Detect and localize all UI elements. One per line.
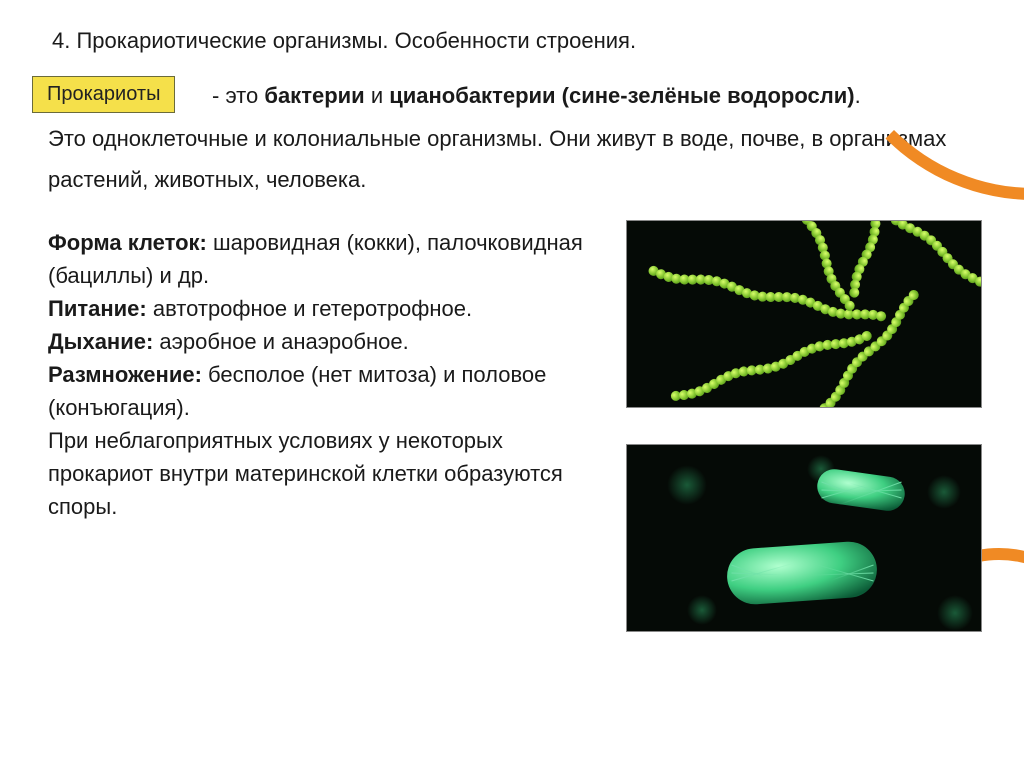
intro-prefix: - это [212,83,264,108]
image-column [626,220,982,632]
image-cyanobacteria [626,220,982,408]
respiration-text: аэробное и анаэробное. [153,329,408,354]
nutrition-label: Питание: [48,296,147,321]
reproduction-line: Размножение: бесполое (нет митоза) и пол… [48,358,608,424]
respiration-label: Дыхание: [48,329,153,354]
spores-line: При неблагоприятных условиях у некоторых… [48,424,608,523]
respiration-line: Дыхание: аэробное и анаэробное. [48,325,608,358]
intro-term-bacteria: бактерии [264,83,364,108]
cell-shape-line: Форма клеток: шаровидная (кокки), палочк… [48,226,608,292]
intro-term-cyanobacteria: цианобактерии (сине-зелёные водоросли) [389,83,854,108]
intro-line-2: Это одноклеточные и колониальные организ… [48,119,1008,200]
nutrition-text: автотрофное и гетеротрофное. [147,296,472,321]
body-text: Форма клеток: шаровидная (кокки), палочк… [48,226,608,632]
cell-shape-label: Форма клеток: [48,230,207,255]
image-bacilli [626,444,982,632]
reproduction-label: Размножение: [48,362,202,387]
slide: 4. Прокариотические организмы. Особеннос… [0,0,1024,768]
body-row: Форма клеток: шаровидная (кокки), палочк… [48,226,984,632]
nutrition-line: Питание: автотрофное и гетеротрофное. [48,292,608,325]
highlight-label-prokaryotes: Прокариоты [32,76,175,113]
intro-conjunction: и [365,83,390,108]
